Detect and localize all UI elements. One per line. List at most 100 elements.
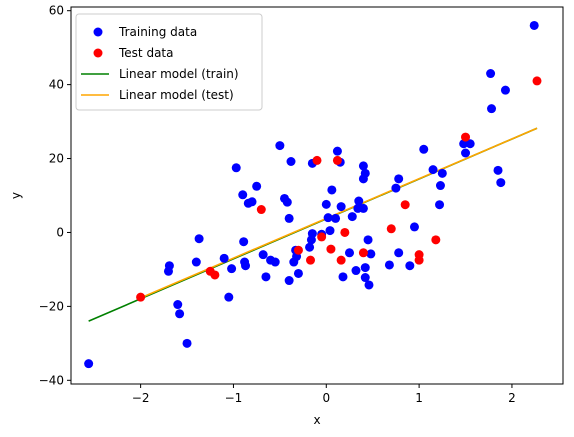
training-data-point bbox=[394, 248, 404, 258]
training-data-point bbox=[224, 292, 234, 302]
x-tick-label: −1 bbox=[225, 391, 243, 405]
test-data-point bbox=[312, 155, 322, 165]
training-data-point bbox=[486, 69, 496, 79]
training-data-point bbox=[347, 212, 357, 222]
x-tick-label: −2 bbox=[132, 391, 150, 405]
training-data-point bbox=[282, 197, 292, 207]
y-tick-label: 0 bbox=[56, 225, 64, 239]
training-data-point bbox=[252, 181, 262, 191]
test-data-point bbox=[210, 270, 220, 280]
training-data-point bbox=[239, 237, 249, 247]
test-data-point bbox=[386, 224, 396, 234]
test-data-point bbox=[306, 255, 316, 265]
training-data-point bbox=[293, 268, 303, 278]
training-data-point bbox=[307, 229, 317, 239]
training-data-point bbox=[182, 338, 192, 348]
training-data-point bbox=[231, 163, 241, 173]
training-data-point bbox=[409, 222, 419, 232]
training-data-point bbox=[270, 257, 280, 267]
test-data-point bbox=[340, 227, 350, 237]
training-data-point bbox=[366, 249, 376, 259]
test-data-point bbox=[256, 205, 266, 215]
test-data-point bbox=[332, 155, 342, 165]
y-tick-label: −40 bbox=[39, 373, 64, 387]
training-data-point bbox=[327, 185, 337, 195]
training-data-point bbox=[428, 165, 438, 175]
training-data-point bbox=[384, 260, 394, 270]
training-data-point bbox=[363, 235, 373, 245]
legend-marker bbox=[93, 48, 103, 58]
training-data-point bbox=[358, 161, 368, 171]
training-data-point bbox=[344, 248, 354, 258]
x-tick-label: 2 bbox=[508, 391, 516, 405]
training-data-point bbox=[435, 181, 445, 191]
training-data-point bbox=[354, 196, 364, 206]
legend-label: Linear model (test) bbox=[119, 88, 234, 102]
training-data-point bbox=[391, 183, 401, 193]
training-data-point bbox=[360, 168, 370, 178]
test-data-point bbox=[336, 255, 346, 265]
x-axis-label: x bbox=[313, 413, 320, 427]
test-data-point bbox=[414, 255, 424, 265]
test-data-point bbox=[431, 235, 441, 245]
legend: Training data Test data Linear model (trai… bbox=[75, 13, 263, 111]
test-data-point bbox=[317, 232, 327, 242]
training-data-point bbox=[358, 203, 368, 213]
training-data-point bbox=[173, 300, 183, 310]
training-data-point bbox=[219, 253, 229, 263]
training-data-point bbox=[435, 200, 445, 210]
training-data-point bbox=[261, 272, 271, 282]
training-data-point bbox=[227, 264, 237, 274]
test-data-point bbox=[532, 76, 542, 86]
legend-label: Test data bbox=[118, 46, 173, 60]
test-data-point bbox=[461, 132, 471, 142]
training-data-point bbox=[360, 273, 370, 283]
legend-marker bbox=[93, 27, 103, 37]
training-data-point bbox=[364, 280, 374, 290]
training-data-point bbox=[84, 359, 94, 369]
training-data-point bbox=[191, 257, 201, 267]
training-data-point bbox=[331, 213, 341, 223]
training-data-point bbox=[238, 190, 248, 200]
training-data-point bbox=[164, 261, 174, 271]
training-data-point bbox=[332, 146, 342, 156]
x-tick-label: 0 bbox=[322, 391, 330, 405]
training-data-point bbox=[394, 174, 404, 184]
training-data-point bbox=[258, 250, 268, 260]
axes-frame bbox=[70, 6, 564, 385]
y-tick-label: 40 bbox=[49, 78, 64, 92]
training-data-point bbox=[529, 20, 539, 30]
y-tick-label: 20 bbox=[49, 152, 64, 166]
training-data-point bbox=[487, 104, 497, 114]
training-data-point bbox=[325, 226, 335, 236]
training-data-point bbox=[419, 144, 429, 154]
test-data-point bbox=[326, 244, 336, 254]
training-data-point bbox=[461, 148, 471, 158]
training-data-point bbox=[360, 263, 370, 273]
legend-label: Training data bbox=[118, 25, 197, 39]
training-data-point bbox=[493, 165, 503, 175]
training-data-point bbox=[437, 168, 447, 178]
test-data-point bbox=[400, 200, 410, 210]
training-data-point bbox=[247, 197, 257, 207]
training-data-point bbox=[321, 199, 331, 209]
test-data-point bbox=[136, 292, 146, 302]
y-tick-label: −20 bbox=[39, 299, 64, 313]
training-data-point bbox=[496, 178, 506, 188]
training-data-point bbox=[241, 261, 251, 271]
test-data-point bbox=[358, 248, 368, 258]
legend-label: Linear model (train) bbox=[119, 67, 239, 81]
training-data-point bbox=[323, 213, 333, 223]
scatter-points bbox=[84, 20, 542, 369]
training-data-point bbox=[284, 276, 294, 286]
y-ticks: −40 −20 0 20 40 60 bbox=[39, 4, 71, 387]
training-data-point bbox=[351, 266, 361, 276]
x-ticks: −2 −1 0 1 2 bbox=[132, 384, 516, 405]
y-axis-label: y bbox=[9, 192, 23, 199]
training-data-point bbox=[175, 309, 185, 319]
training-data-point bbox=[286, 156, 296, 166]
training-data-point bbox=[275, 141, 285, 151]
x-tick-label: 1 bbox=[415, 391, 423, 405]
training-data-point bbox=[465, 139, 475, 149]
